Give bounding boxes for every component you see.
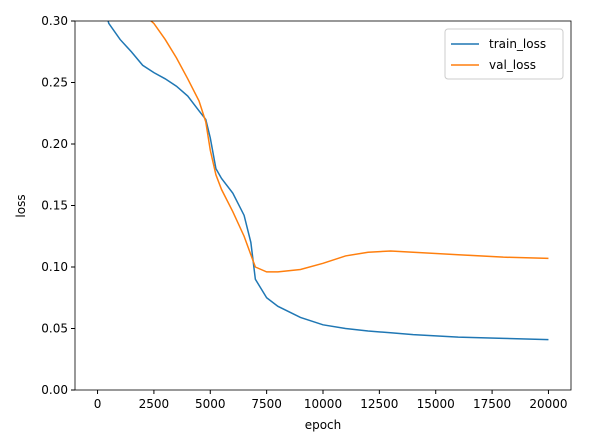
plot-area	[107, 21, 549, 341]
y-tick-label: 0.05	[41, 322, 68, 336]
x-tick-label: 15000	[417, 397, 455, 411]
legend-label: val_loss	[489, 58, 536, 72]
y-tick-label: 0.30	[41, 14, 68, 28]
line	[107, 21, 549, 341]
x-tick-label: 10000	[304, 397, 342, 411]
line	[149, 21, 549, 273]
y-axis-label: loss	[14, 194, 28, 217]
x-tick-label: 20000	[529, 397, 567, 411]
y-tick-label: 0.20	[41, 137, 68, 151]
y-tick-label: 0.15	[41, 199, 68, 213]
axes-frame	[74, 20, 572, 391]
y-tick-label: 0.25	[41, 76, 68, 90]
x-tick-label: 17500	[473, 397, 511, 411]
y-tick-label: 0.10	[41, 260, 68, 274]
x-tick-label: 7500	[251, 397, 282, 411]
x-tick-label: 5000	[195, 397, 226, 411]
x-axis-label: epoch	[305, 418, 342, 432]
x-tick-label: 2500	[139, 397, 170, 411]
x-tick-label: 0	[94, 397, 102, 411]
legend-label: train_loss	[489, 37, 546, 51]
y-tick-label: 0.00	[41, 383, 68, 397]
x-tick-label: 12500	[360, 397, 398, 411]
legend-box	[444, 28, 564, 80]
